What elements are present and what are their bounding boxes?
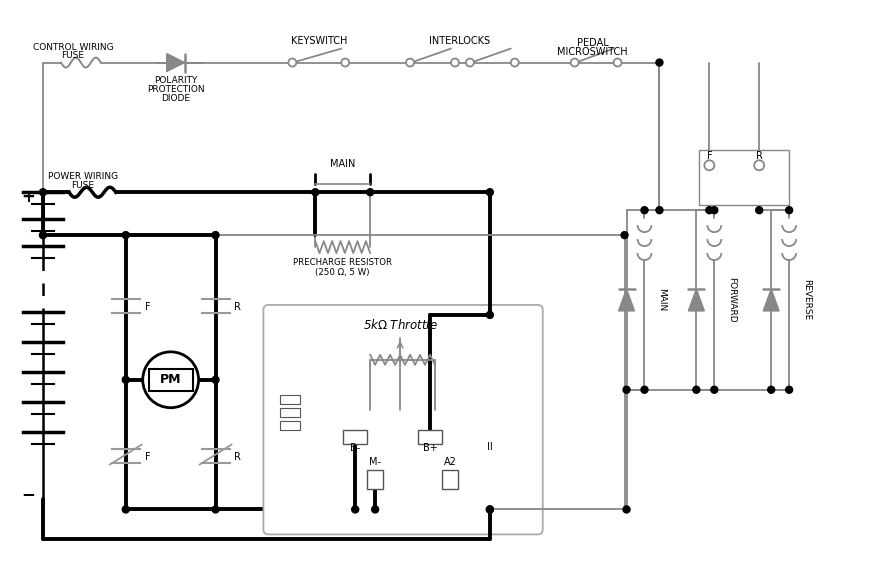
Bar xyxy=(149,369,192,391)
Circle shape xyxy=(711,207,718,214)
Text: FUSE: FUSE xyxy=(71,181,94,189)
Text: II: II xyxy=(487,442,493,452)
Text: −: − xyxy=(21,485,35,504)
Text: PROTECTION: PROTECTION xyxy=(147,85,205,94)
Text: REVERSE: REVERSE xyxy=(802,279,811,320)
Text: F: F xyxy=(145,302,151,312)
Circle shape xyxy=(613,59,622,67)
Circle shape xyxy=(623,506,630,513)
Circle shape xyxy=(786,386,793,393)
Circle shape xyxy=(510,59,519,67)
Circle shape xyxy=(656,207,663,214)
Text: B+: B+ xyxy=(422,443,437,452)
Circle shape xyxy=(122,506,129,513)
Text: B-: B- xyxy=(350,443,361,452)
Circle shape xyxy=(571,59,578,67)
Polygon shape xyxy=(688,289,705,311)
Text: INTERLOCKS: INTERLOCKS xyxy=(429,36,490,46)
Circle shape xyxy=(754,160,764,170)
Circle shape xyxy=(767,386,774,393)
Text: PRECHARGE RESISTOR: PRECHARGE RESISTOR xyxy=(294,258,392,266)
Circle shape xyxy=(39,189,46,196)
Circle shape xyxy=(486,506,493,513)
FancyBboxPatch shape xyxy=(263,305,543,534)
Circle shape xyxy=(406,59,414,67)
Text: PM: PM xyxy=(160,373,181,386)
Polygon shape xyxy=(618,289,634,311)
Text: +: + xyxy=(21,188,35,206)
Circle shape xyxy=(705,160,714,170)
Circle shape xyxy=(122,376,129,384)
Circle shape xyxy=(621,232,628,238)
Circle shape xyxy=(212,506,219,513)
Circle shape xyxy=(352,506,359,513)
Circle shape xyxy=(288,59,296,67)
Bar xyxy=(280,395,300,404)
Text: R: R xyxy=(234,302,241,312)
Text: F: F xyxy=(706,151,712,162)
Text: POLARITY: POLARITY xyxy=(154,76,198,85)
Bar xyxy=(280,420,300,430)
Circle shape xyxy=(212,232,219,238)
Text: M-: M- xyxy=(369,456,381,467)
Text: R: R xyxy=(234,452,241,461)
Bar xyxy=(343,430,368,444)
Circle shape xyxy=(486,311,493,319)
Text: DIODE: DIODE xyxy=(161,94,190,103)
Circle shape xyxy=(756,207,763,214)
Circle shape xyxy=(656,59,663,66)
Circle shape xyxy=(39,232,46,238)
Bar xyxy=(368,469,383,489)
Circle shape xyxy=(122,232,129,238)
Circle shape xyxy=(711,386,718,393)
Text: 5k$\Omega$ Throttle: 5k$\Omega$ Throttle xyxy=(362,318,437,332)
Text: MAIN: MAIN xyxy=(330,159,355,170)
Text: CONTROL WIRING: CONTROL WIRING xyxy=(32,43,113,52)
Circle shape xyxy=(367,189,374,196)
Text: (250 Ω, 5 W): (250 Ω, 5 W) xyxy=(315,267,370,277)
Text: MICROSWITCH: MICROSWITCH xyxy=(557,47,628,56)
Polygon shape xyxy=(166,53,185,72)
Circle shape xyxy=(641,386,648,393)
Circle shape xyxy=(466,59,474,67)
Text: FUSE: FUSE xyxy=(61,51,84,60)
Text: POWER WIRING: POWER WIRING xyxy=(48,172,118,181)
Circle shape xyxy=(312,189,319,196)
Circle shape xyxy=(641,207,648,214)
Circle shape xyxy=(143,352,199,408)
Circle shape xyxy=(486,189,493,196)
Text: KEYSWITCH: KEYSWITCH xyxy=(291,36,347,46)
Bar xyxy=(699,150,789,205)
Circle shape xyxy=(623,386,630,393)
Bar xyxy=(280,408,300,417)
Text: PEDAL: PEDAL xyxy=(577,38,609,48)
Circle shape xyxy=(706,207,712,214)
Bar xyxy=(442,469,458,489)
Text: R: R xyxy=(756,151,763,162)
Circle shape xyxy=(692,386,700,393)
Circle shape xyxy=(341,59,349,67)
Bar xyxy=(418,430,442,444)
Circle shape xyxy=(451,59,459,67)
Text: MAIN: MAIN xyxy=(658,288,666,312)
Text: A2: A2 xyxy=(443,456,456,467)
Text: FORWARD: FORWARD xyxy=(727,277,736,323)
Circle shape xyxy=(786,207,793,214)
Text: F: F xyxy=(145,452,151,461)
Circle shape xyxy=(212,376,219,384)
Circle shape xyxy=(372,506,379,513)
Polygon shape xyxy=(763,289,780,311)
Circle shape xyxy=(486,506,493,513)
